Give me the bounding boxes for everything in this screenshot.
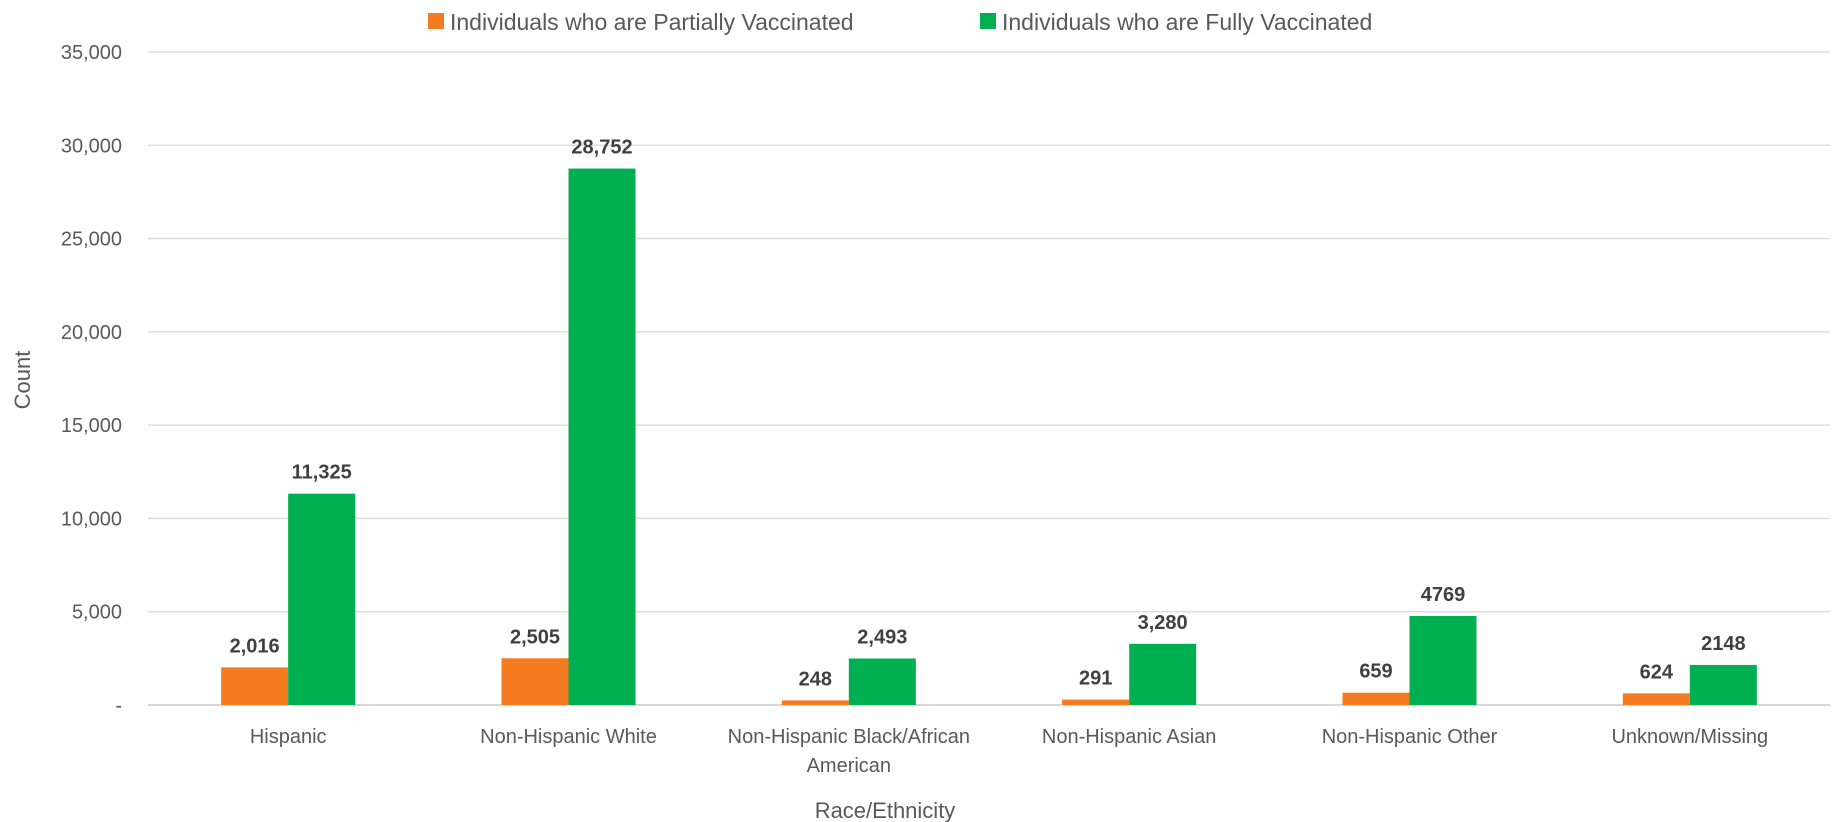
y-tick-label: 25,000 <box>61 229 122 251</box>
x-category-label: Non-Hispanic White <box>480 726 657 748</box>
data-label: 659 <box>1359 661 1392 683</box>
data-labels: 2,016 11,325 2,505 28,752 248 2,493 291 3,280 65… <box>230 137 1746 691</box>
y-tick-label: 35,000 <box>61 42 122 64</box>
gridlines <box>148 51 1830 706</box>
legend-label: Individuals who are Fully Vaccinated <box>1002 9 1372 35</box>
y-axis-ticks: - 5,000 10,000 15,000 20,000 25,000 30,000 35,0… <box>61 42 122 717</box>
bar-fully-vaccinated <box>848 658 916 705</box>
legend-swatch <box>980 13 996 29</box>
bar-partially-vaccinated <box>1342 692 1410 705</box>
bar-fully-vaccinated <box>568 168 636 705</box>
data-label: 624 <box>1640 661 1674 683</box>
data-label: 2,505 <box>510 626 560 648</box>
bar-fully-vaccinated <box>1689 664 1757 705</box>
x-category-label: Unknown/Missing <box>1611 726 1768 748</box>
bar-partially-vaccinated <box>781 700 849 705</box>
bar-fully-vaccinated <box>1129 643 1197 705</box>
x-category-label: Non-Hispanic Other <box>1322 726 1498 748</box>
data-label: 11,325 <box>292 462 352 484</box>
bar-partially-vaccinated <box>501 658 569 705</box>
bar-fully-vaccinated <box>288 493 356 705</box>
x-category-label: Non-Hispanic Black/African <box>728 726 970 748</box>
bar-fully-vaccinated <box>1409 616 1477 705</box>
x-category-label: American <box>807 755 891 777</box>
bar-partially-vaccinated <box>1062 699 1130 705</box>
y-tick-label: - <box>115 695 122 717</box>
legend: Individuals who are Partially Vaccinated… <box>428 9 1372 35</box>
data-label: 2148 <box>1701 633 1746 655</box>
y-tick-label: 15,000 <box>61 415 122 437</box>
data-label: 2,493 <box>857 626 907 648</box>
data-label: 3,280 <box>1138 612 1188 634</box>
data-label: 28,752 <box>571 137 632 159</box>
x-category-label: Hispanic <box>250 726 327 748</box>
bar-partially-vaccinated <box>1622 693 1690 705</box>
data-label: 2,016 <box>230 635 280 657</box>
legend-swatch <box>428 13 444 29</box>
y-tick-label: 30,000 <box>61 135 122 157</box>
y-tick-label: 5,000 <box>72 602 122 624</box>
x-axis-title: Race/Ethnicity <box>815 798 956 822</box>
data-label: 291 <box>1079 668 1112 690</box>
y-tick-label: 10,000 <box>61 508 122 530</box>
y-axis-title: Count <box>10 351 35 410</box>
data-label: 4769 <box>1421 584 1466 606</box>
bar-partially-vaccinated <box>221 667 289 705</box>
legend-label: Individuals who are Partially Vaccinated <box>450 9 854 35</box>
x-axis-category-labels: Hispanic Non-Hispanic White Non-Hispanic B… <box>250 726 1768 777</box>
x-category-label: Non-Hispanic Asian <box>1042 726 1217 748</box>
bars <box>221 168 1757 705</box>
y-tick-label: 20,000 <box>61 322 122 344</box>
data-label: 248 <box>799 668 832 690</box>
